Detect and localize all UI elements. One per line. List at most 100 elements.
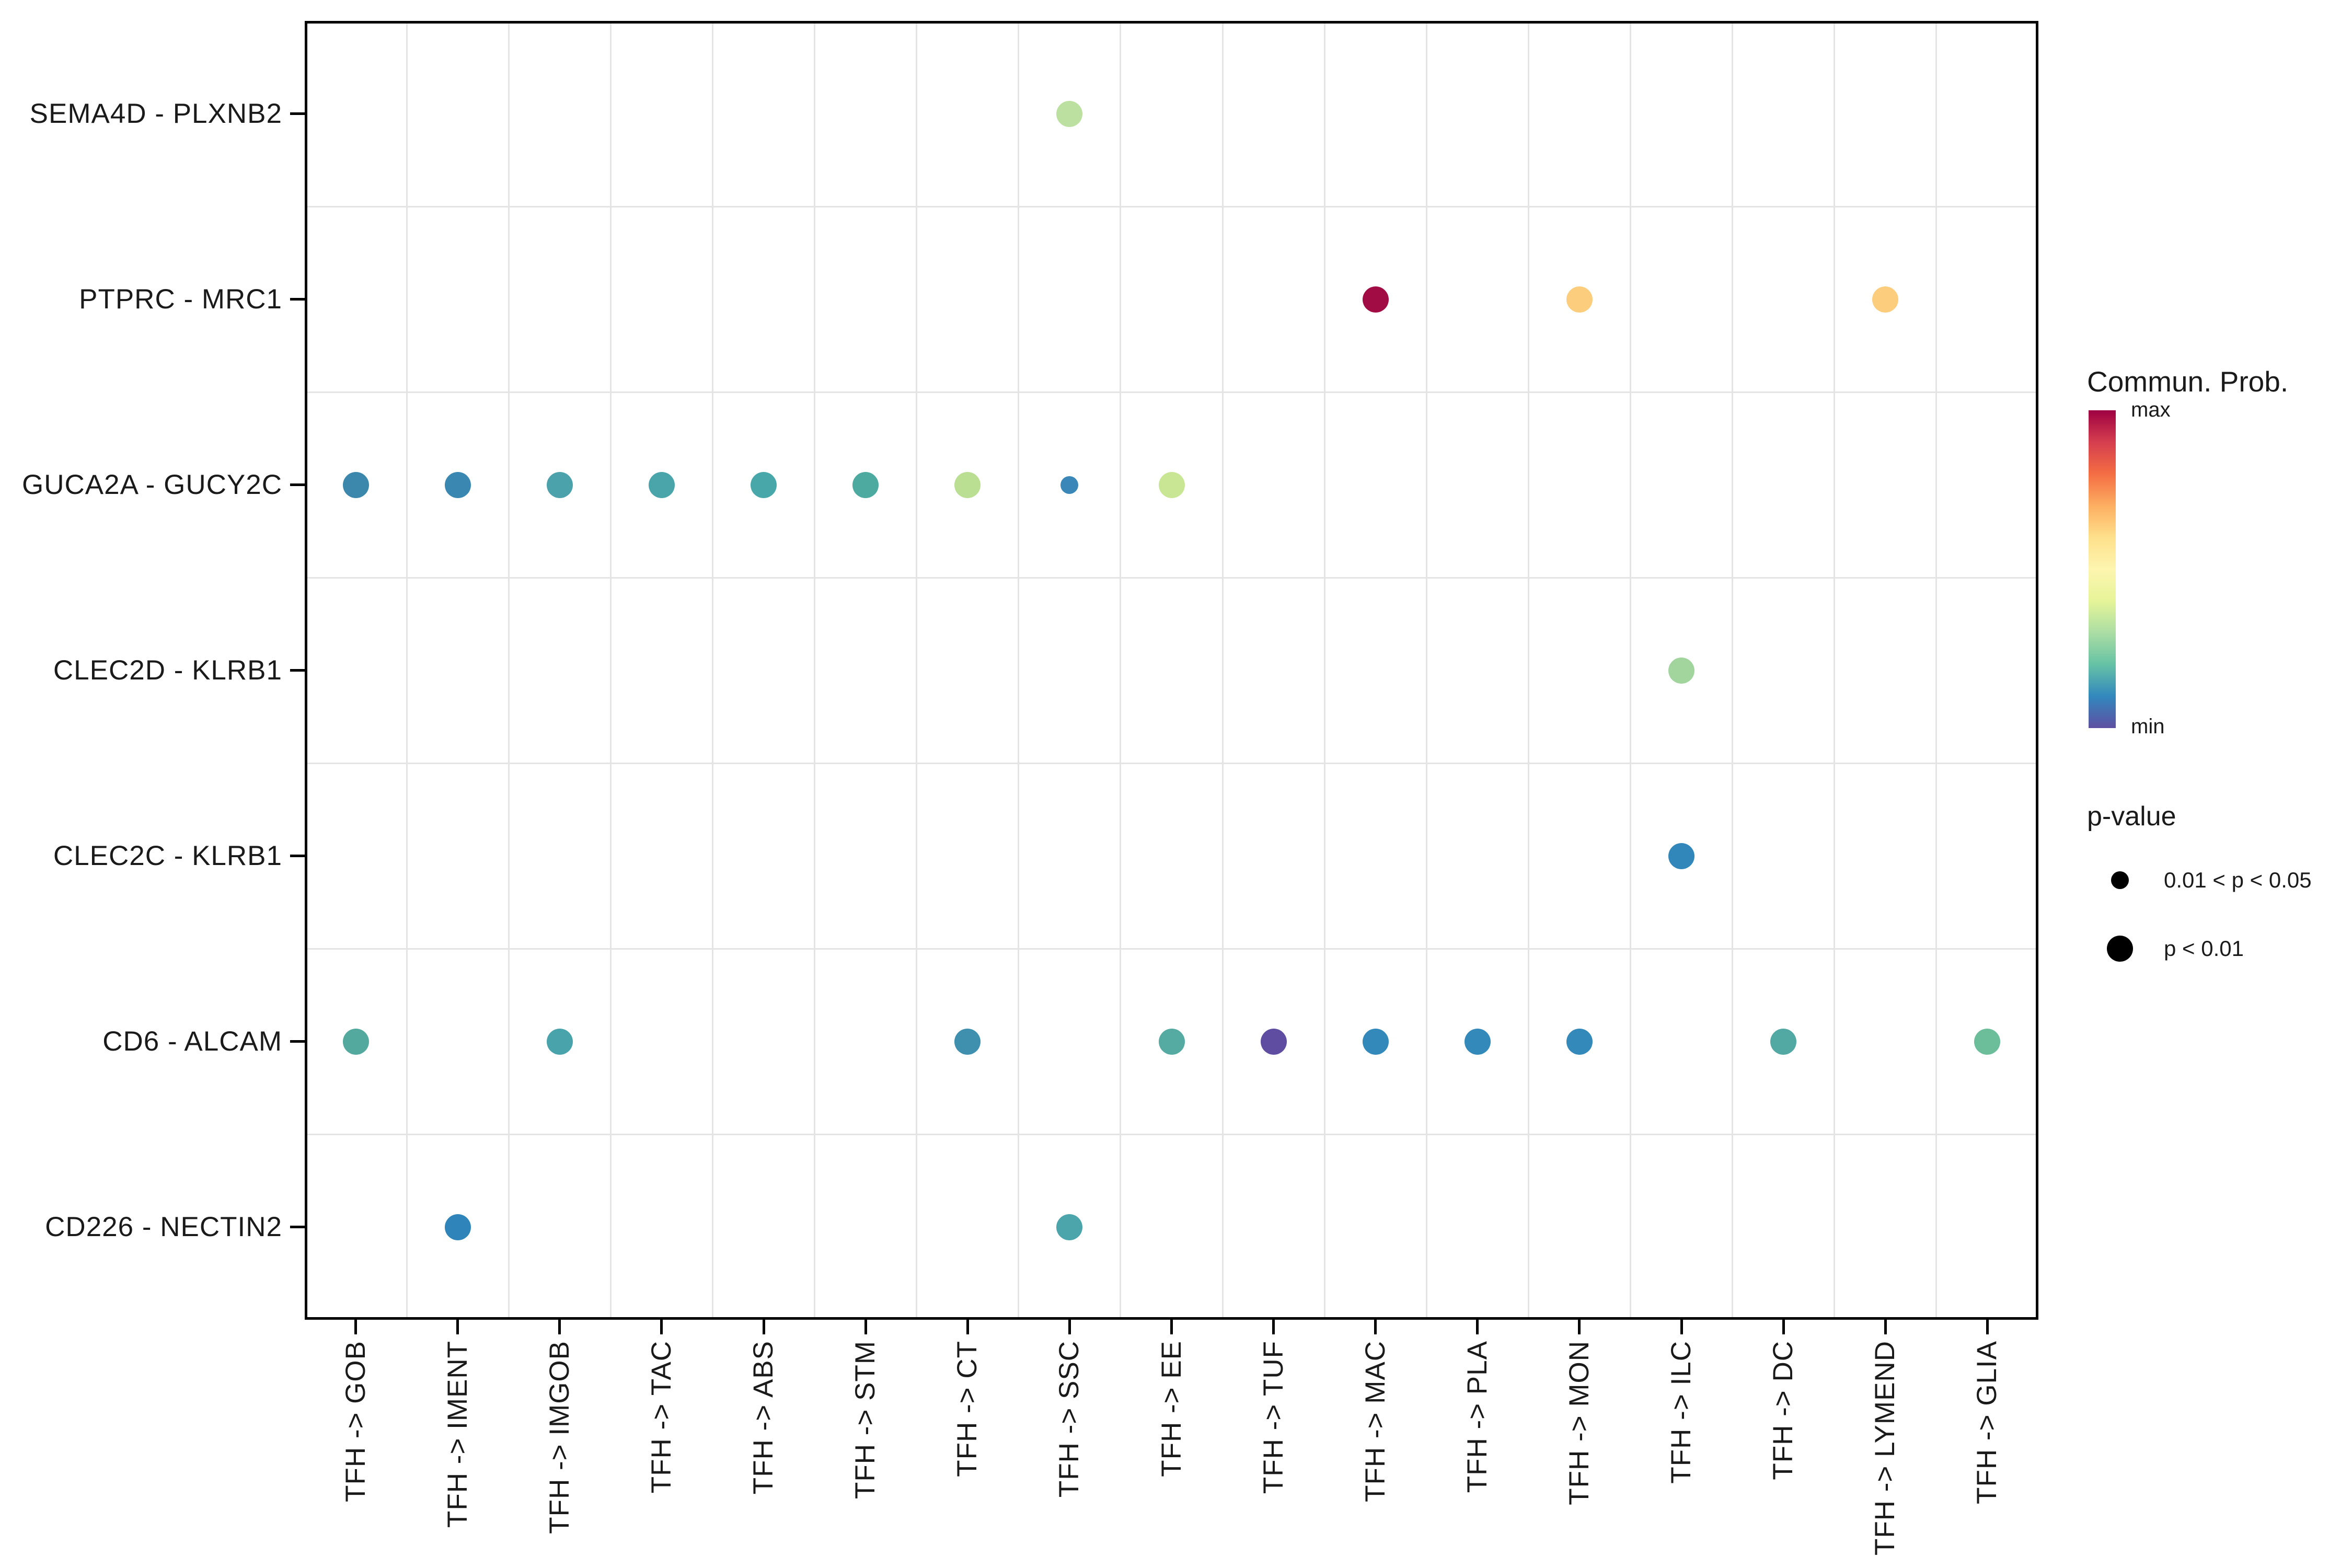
- x-axis-label: TFH -> PLA: [1461, 1341, 1493, 1493]
- x-axis-label: TFH -> GOB: [340, 1341, 371, 1502]
- colorbar-gradient: [2089, 410, 2116, 728]
- x-axis-tick: [1680, 1320, 1683, 1334]
- grid-line-vertical: [1018, 24, 1020, 1317]
- x-axis-tick: [354, 1320, 358, 1334]
- grid-line-horizontal: [307, 205, 2036, 207]
- y-axis-label: PTPRC - MRC1: [79, 283, 282, 315]
- pvalue-legend-dot: [2107, 936, 2133, 962]
- data-dot: [546, 471, 573, 498]
- colorbar-legend-title: Commun. Prob.: [2087, 365, 2289, 398]
- y-axis-tick: [290, 1226, 305, 1228]
- x-axis-tick: [660, 1320, 663, 1334]
- grid-line-vertical: [508, 24, 510, 1317]
- data-dot: [954, 1028, 981, 1055]
- x-axis-tick: [1272, 1320, 1275, 1334]
- y-axis-label: CLEC2D - KLRB1: [53, 654, 282, 686]
- grid-line-vertical: [1221, 24, 1224, 1317]
- y-axis-tick: [290, 483, 305, 486]
- data-dot: [1566, 286, 1593, 313]
- data-dot: [1974, 1028, 2001, 1055]
- x-axis-tick: [456, 1320, 459, 1334]
- x-axis-tick: [1476, 1320, 1479, 1334]
- x-axis-tick: [1068, 1320, 1071, 1334]
- data-dot: [546, 1028, 573, 1055]
- grid-line-vertical: [1732, 24, 1734, 1317]
- pvalue-legend-label: p < 0.01: [2164, 936, 2244, 961]
- x-axis-label: TFH -> MON: [1563, 1341, 1595, 1505]
- data-dot: [1872, 286, 1899, 313]
- x-axis-label: TFH -> GLIA: [1971, 1341, 2003, 1504]
- grid-line-horizontal: [307, 577, 2036, 579]
- y-axis-tick: [290, 298, 305, 301]
- x-axis-label: TFH -> ABS: [748, 1341, 779, 1495]
- grid-line-horizontal: [307, 1133, 2036, 1135]
- grid-line-vertical: [406, 24, 408, 1317]
- x-axis-label: TFH -> TUF: [1258, 1341, 1289, 1494]
- x-axis-tick: [1170, 1320, 1173, 1334]
- grid-line-vertical: [1935, 24, 1938, 1317]
- x-axis-tick: [558, 1320, 561, 1334]
- data-dot: [1668, 843, 1695, 869]
- data-dot: [852, 471, 879, 498]
- data-dot: [1056, 100, 1083, 127]
- data-dot: [954, 471, 981, 498]
- y-axis-tick: [290, 112, 305, 115]
- x-axis-label: TFH -> EE: [1156, 1341, 1187, 1477]
- data-dot: [1362, 1028, 1389, 1055]
- grid-line-vertical: [1120, 24, 1122, 1317]
- y-axis-tick: [290, 669, 305, 672]
- grid-line-vertical: [1834, 24, 1836, 1317]
- data-dot: [1060, 476, 1079, 494]
- grid-line-vertical: [1323, 24, 1325, 1317]
- data-dot: [648, 471, 675, 498]
- x-axis-tick: [1986, 1320, 1989, 1334]
- grid-line-vertical: [814, 24, 816, 1317]
- y-axis-label: CD6 - ALCAM: [102, 1025, 282, 1057]
- pvalue-legend-label: 0.01 < p < 0.05: [2164, 868, 2312, 892]
- data-dot: [444, 1214, 471, 1240]
- y-axis-label: GUCA2A - GUCY2C: [21, 469, 282, 500]
- data-dot: [342, 1028, 369, 1055]
- grid-line-vertical: [1527, 24, 1529, 1317]
- data-dot: [1158, 471, 1185, 498]
- x-axis-label: TFH -> IMGOB: [544, 1341, 575, 1534]
- x-axis-tick: [966, 1320, 969, 1334]
- pvalue-legend-title: p-value: [2087, 801, 2176, 832]
- x-axis-label: TFH -> TAC: [645, 1341, 677, 1494]
- x-axis-tick: [864, 1320, 867, 1334]
- x-axis-label: TFH -> LYMEND: [1870, 1341, 1901, 1556]
- x-axis-tick: [1782, 1320, 1785, 1334]
- x-axis-label: TFH -> DC: [1768, 1341, 1799, 1480]
- x-axis-label: TFH -> SSC: [1054, 1341, 1085, 1498]
- x-axis-label: TFH -> IMENT: [442, 1341, 473, 1528]
- data-dot: [444, 471, 471, 498]
- x-axis-label: TFH -> CT: [952, 1341, 983, 1477]
- grid-line-horizontal: [307, 762, 2036, 764]
- data-dot: [1668, 657, 1695, 684]
- x-axis-label: TFH -> MAC: [1359, 1341, 1391, 1502]
- data-dot: [1566, 1028, 1593, 1055]
- y-axis-label: CD226 - NECTIN2: [45, 1211, 282, 1242]
- plot-panel: [305, 21, 2038, 1320]
- y-axis-tick: [290, 1040, 305, 1043]
- grid-line-vertical: [609, 24, 612, 1317]
- x-axis-label: TFH -> ILC: [1666, 1341, 1697, 1484]
- grid-line-vertical: [1425, 24, 1427, 1317]
- x-axis-tick: [1884, 1320, 1887, 1334]
- colorbar-max-label: max: [2131, 398, 2171, 421]
- data-dot: [751, 471, 777, 498]
- grid-line-horizontal: [307, 391, 2036, 393]
- grid-line-horizontal: [307, 948, 2036, 950]
- data-dot: [342, 471, 369, 498]
- grid-line-vertical: [711, 24, 713, 1317]
- data-dot: [1056, 1214, 1083, 1240]
- x-axis-label: TFH -> STM: [850, 1341, 881, 1499]
- data-dot: [1770, 1028, 1797, 1055]
- colorbar-min-label: min: [2131, 715, 2165, 738]
- data-dot: [1158, 1028, 1185, 1055]
- y-axis-tick: [290, 855, 305, 857]
- y-axis-label: SEMA4D - PLXNB2: [29, 98, 282, 129]
- grid-line-vertical: [916, 24, 918, 1317]
- grid-line-vertical: [1630, 24, 1632, 1317]
